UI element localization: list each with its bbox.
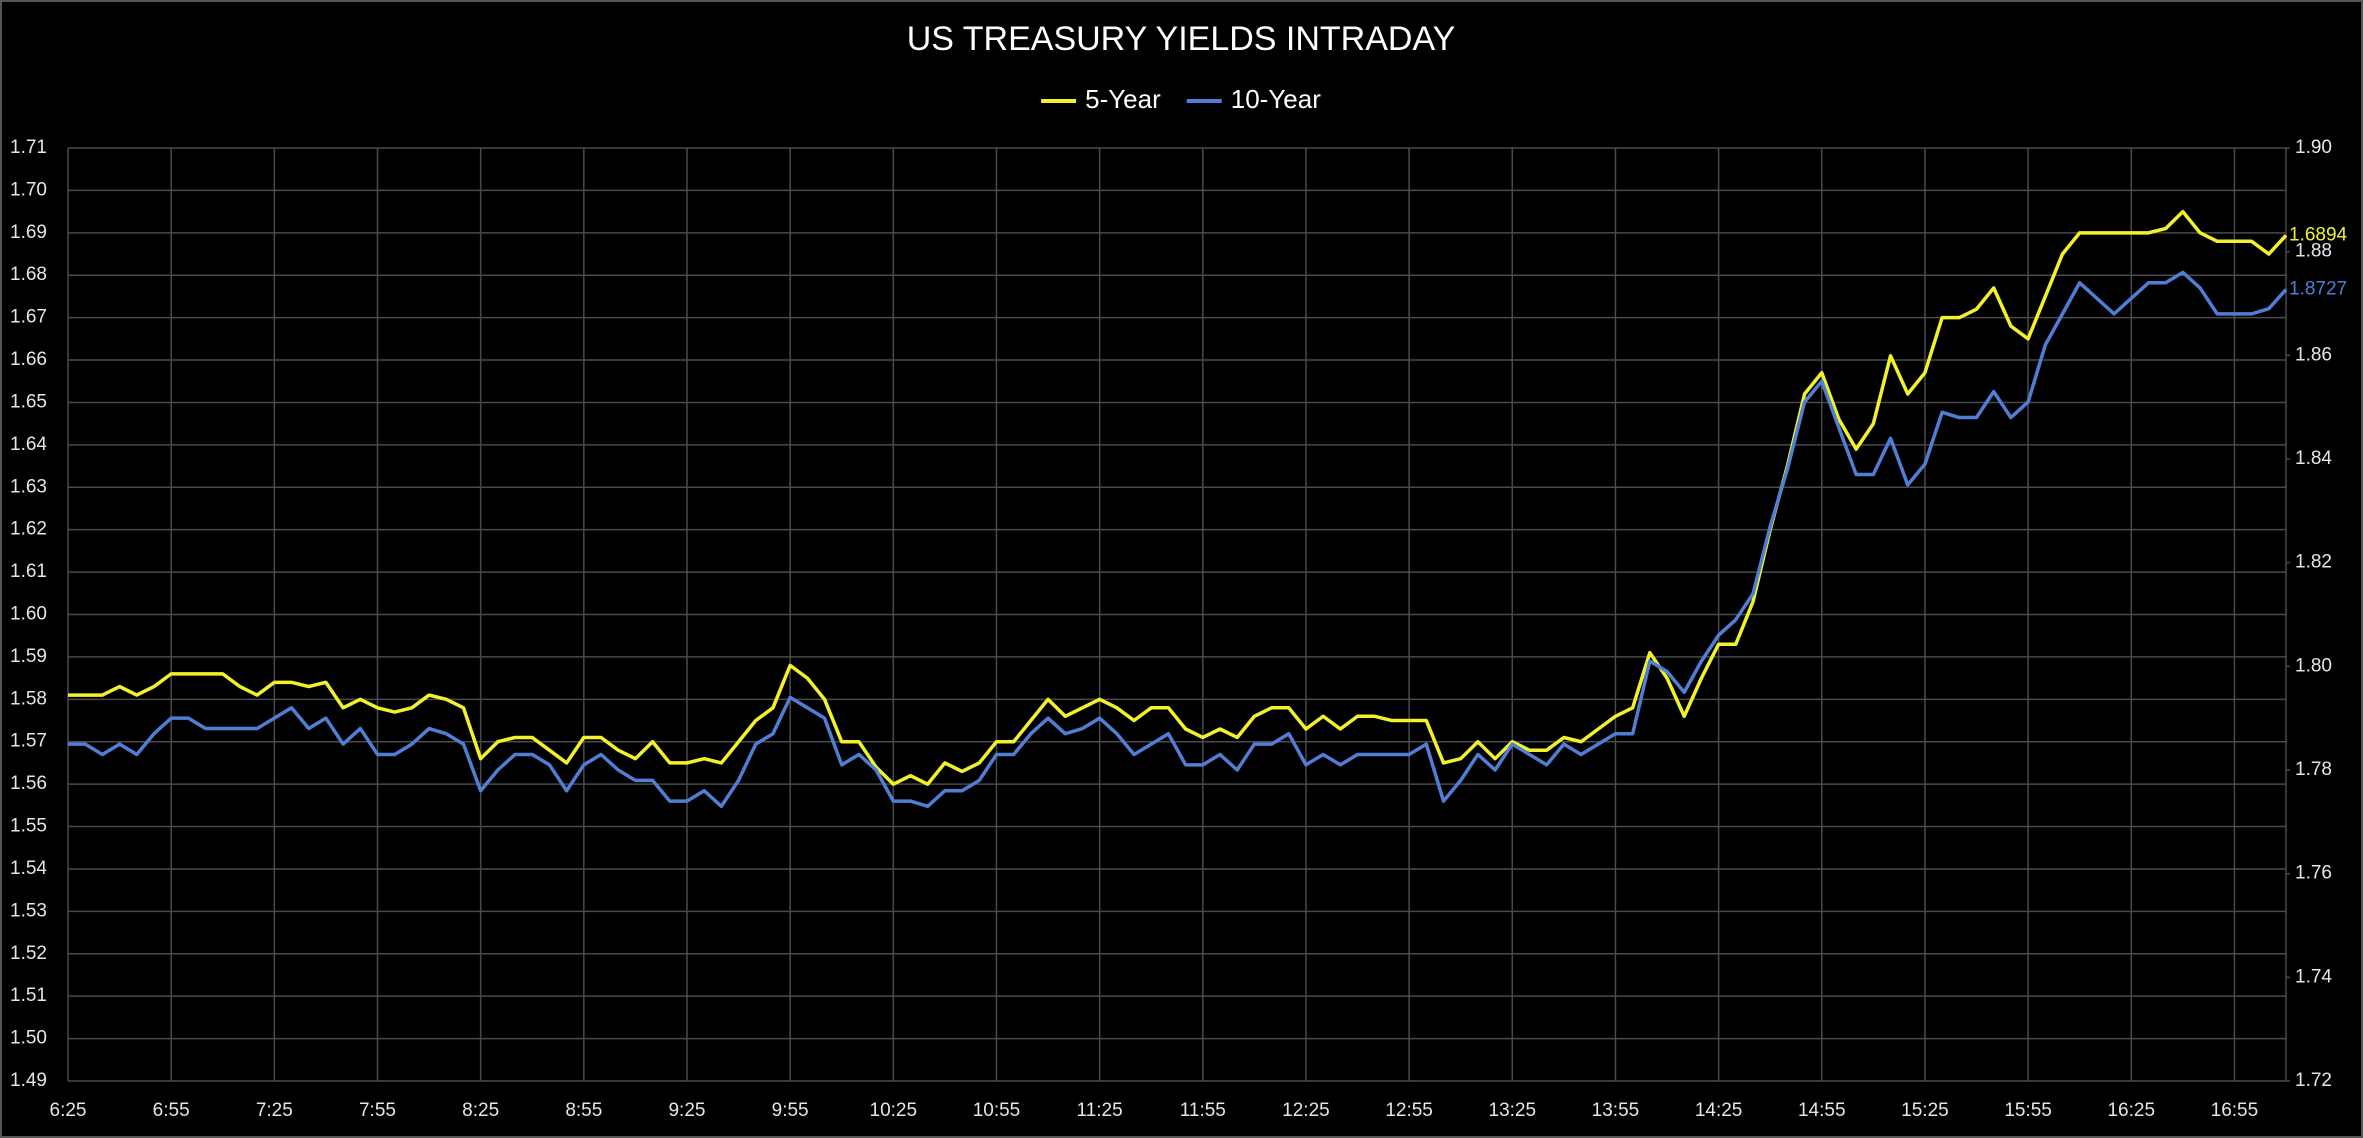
y-tick-label: 1.64 [10, 434, 47, 455]
series-line [68, 270, 2288, 809]
x-tick-label: 8:25 [462, 1100, 499, 1121]
end-value-label: 1.6894 [2289, 224, 2348, 245]
x-tick-label: 15:55 [2004, 1100, 2052, 1121]
x-tick-label: 13:25 [1489, 1100, 1537, 1121]
x-tick-label: 6:55 [153, 1100, 190, 1121]
x-tick-label: 7:25 [256, 1100, 293, 1121]
x-tick-label: 16:25 [2107, 1100, 2155, 1121]
x-tick-label: 15:25 [1901, 1100, 1949, 1121]
x-tick-label: 12:25 [1282, 1100, 1330, 1121]
x-tick-label: 11:55 [1180, 1100, 1226, 1121]
y-tick-label: 1.51 [10, 985, 47, 1006]
chart-title: US TREASURY YIELDS INTRADAY [907, 20, 1456, 58]
y-tick-label: 1.57 [10, 731, 47, 752]
x-tick-label: 14:25 [1695, 1100, 1743, 1121]
x-tick-label: 10:25 [870, 1100, 918, 1121]
y-tick-label: 1.59 [10, 646, 47, 667]
legend: 5-Year 10-Year [1041, 84, 1321, 114]
grid [67, 147, 2290, 1082]
x-tick-label: 14:55 [1798, 1100, 1846, 1121]
y-tick-label: 1.56 [10, 773, 47, 794]
y-tick-label: 1.67 [10, 307, 47, 328]
x-tick-label: 11:25 [1077, 1100, 1123, 1121]
y2-tick-label: 1.74 [2295, 966, 2332, 987]
y2-tick-label: 1.72 [2295, 1070, 2332, 1091]
x-tick-label: 8:55 [565, 1100, 602, 1121]
y-tick-label: 1.50 [10, 1028, 47, 1049]
y-tick-label: 1.70 [10, 179, 47, 200]
y-tick-label: 1.58 [10, 688, 47, 709]
y-tick-label: 1.65 [10, 391, 47, 412]
y-tick-label: 1.68 [10, 264, 47, 285]
y2-tick-label: 1.78 [2295, 759, 2332, 780]
x-tick-label: 13:55 [1592, 1100, 1640, 1121]
y-tick-label: 1.54 [10, 858, 47, 879]
y2-tick-label: 1.76 [2295, 863, 2332, 884]
y-tick-label: 1.60 [10, 604, 47, 625]
x-tick-label: 9:55 [772, 1100, 809, 1121]
y-tick-label: 1.53 [10, 900, 47, 921]
x-tick-label: 16:55 [2211, 1100, 2259, 1121]
x-tick-label: 9:25 [668, 1100, 705, 1121]
y-tick-label: 1.52 [10, 943, 47, 964]
end-value-label: 1.8727 [2289, 279, 2347, 300]
y-tick-label: 1.66 [10, 349, 47, 370]
y-tick-label: 1.49 [10, 1070, 47, 1091]
x-tick-label: 10:55 [973, 1100, 1021, 1121]
y2-tick-label: 1.88 [2295, 241, 2332, 262]
y2-tick-label: 1.82 [2295, 552, 2332, 573]
y2-tick-label: 1.86 [2295, 344, 2332, 365]
y-tick-label: 1.69 [10, 222, 47, 243]
plot: 1.6894 1.8727 [68, 209, 2348, 809]
series-line [68, 209, 2288, 786]
y-tick-label: 1.55 [10, 816, 47, 837]
x-tick-label: 6:25 [50, 1100, 87, 1121]
y-tick-label: 1.71 [10, 137, 47, 158]
y2-tick-label: 1.90 [2295, 137, 2332, 158]
y2-tick-label: 1.80 [2295, 655, 2332, 676]
x-tick-label: 12:55 [1385, 1100, 1433, 1121]
y2-tick-label: 1.84 [2295, 448, 2332, 469]
legend-label: 10-Year [1231, 84, 1321, 114]
legend-label: 5-Year [1085, 84, 1161, 114]
y-tick-label: 1.62 [10, 519, 47, 540]
y-tick-label: 1.61 [10, 561, 47, 582]
y-tick-label: 1.63 [10, 476, 47, 497]
x-tick-label: 7:55 [359, 1100, 396, 1121]
